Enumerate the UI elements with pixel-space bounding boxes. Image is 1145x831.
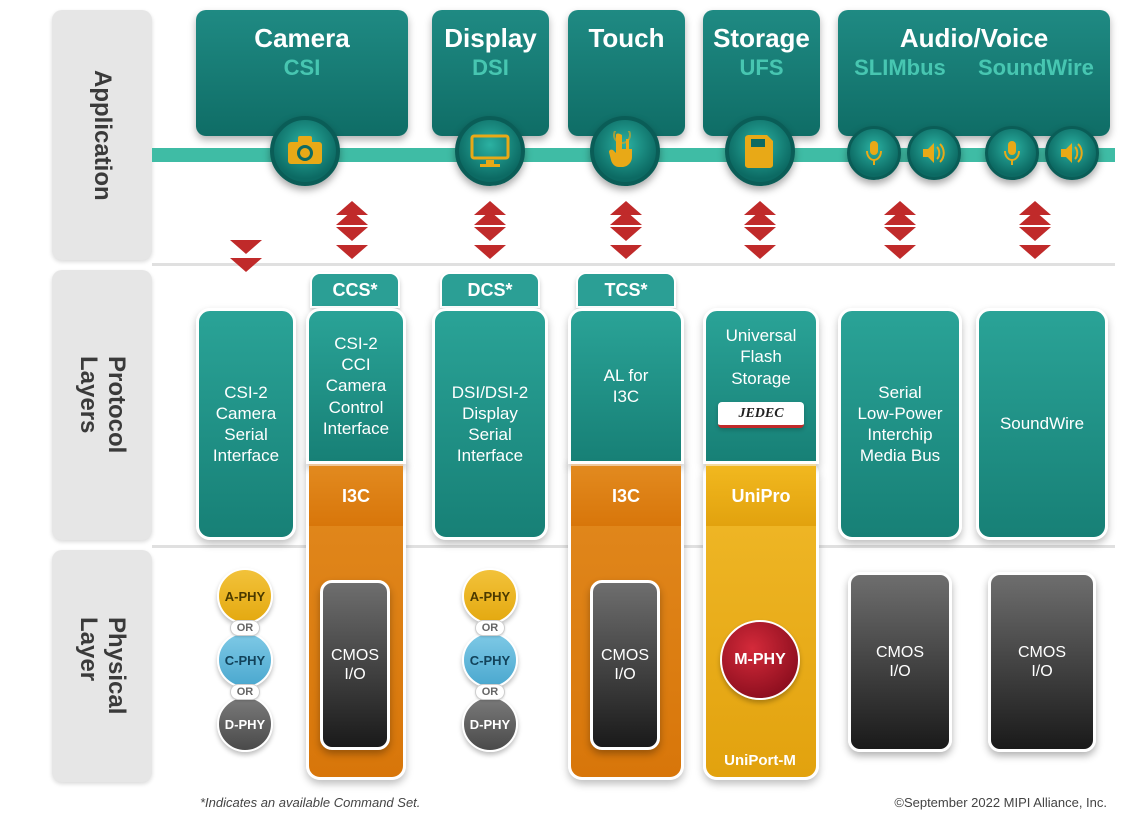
chevron-updown-icon	[332, 202, 372, 258]
cmos-touch: CMOS I/O	[590, 580, 660, 750]
phy-stack-dsi: A-PHY OR C-PHY OR D-PHY	[460, 568, 520, 752]
phy-a: A-PHY	[217, 568, 273, 624]
phy-c: C-PHY	[217, 632, 273, 688]
phy-m: M-PHY	[720, 620, 800, 700]
phy-stack-csi: A-PHY OR C-PHY OR D-PHY	[215, 568, 275, 752]
storage-icon	[725, 116, 795, 186]
chevron-updown-icon	[1015, 202, 1055, 258]
cmd-tcs: TCS*	[576, 272, 676, 308]
row-labels: Application Protocol Layers Physical Lay…	[52, 0, 152, 790]
cmos-cci: CMOS I/O	[320, 580, 390, 750]
proto-dsi: DSI/DSI-2 Display Serial Interface	[432, 308, 548, 540]
sub-i3c-touch: I3C	[571, 464, 681, 526]
divider	[152, 263, 1115, 266]
row-label-application: Application	[52, 10, 152, 260]
sub-unipro: UniPro	[706, 464, 816, 526]
display-icon	[455, 116, 525, 186]
proto-cci: CSI-2 CCI Camera Control Interface	[306, 308, 406, 464]
proto-slimbus: Serial Low-Power Interchip Media Bus	[838, 308, 962, 540]
copyright: ©September 2022 MIPI Alliance, Inc.	[894, 795, 1107, 810]
proto-csi2: CSI-2 Camera Serial Interface	[196, 308, 296, 540]
chevron-updown-icon	[880, 202, 920, 258]
cmd-dcs: DCS*	[440, 272, 540, 308]
phy-c: C-PHY	[462, 632, 518, 688]
cmd-ccs: CCS*	[310, 272, 400, 308]
row-label-protocol: Protocol Layers	[52, 270, 152, 540]
or-pill: OR	[230, 684, 261, 700]
touch-icon	[590, 116, 660, 186]
chevron-updown-icon	[606, 202, 646, 258]
footnote: *Indicates an available Command Set.	[200, 795, 420, 810]
row-label-physical: Physical Layer	[52, 550, 152, 782]
cmos-slimbus: CMOS I/O	[848, 572, 952, 752]
proto-ufs: Universal Flash Storage	[703, 308, 819, 464]
or-pill: OR	[475, 620, 506, 636]
proto-al-i3c: AL for I3C	[568, 308, 684, 464]
or-pill: OR	[475, 684, 506, 700]
camera-icon	[270, 116, 340, 186]
mic-icon	[985, 126, 1039, 180]
phy-d: D-PHY	[217, 696, 273, 752]
mic-icon	[847, 126, 901, 180]
uniport-m-label: UniPort-M	[720, 752, 800, 769]
proto-soundwire: SoundWire	[976, 308, 1108, 540]
or-pill: OR	[230, 620, 261, 636]
chevron-updown-icon	[470, 202, 510, 258]
chevron-down-icon	[226, 230, 266, 286]
sub-i3c-cci: I3C	[309, 464, 403, 526]
cmos-soundwire: CMOS I/O	[988, 572, 1096, 752]
speaker-icon	[1045, 126, 1099, 180]
jedec-badge: JEDEC	[718, 402, 804, 428]
phy-a: A-PHY	[462, 568, 518, 624]
phy-d: D-PHY	[462, 696, 518, 752]
chevron-updown-icon	[740, 202, 780, 258]
header-audio: Audio/Voice SLIMbus SoundWire	[838, 10, 1110, 136]
speaker-icon	[907, 126, 961, 180]
